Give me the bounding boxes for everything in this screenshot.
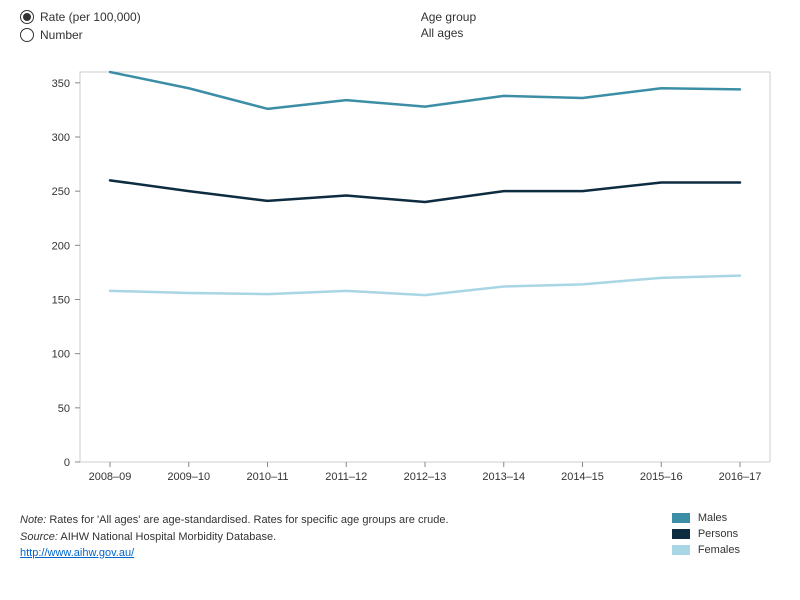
svg-text:300: 300 [52,132,70,144]
svg-text:250: 250 [52,186,70,198]
footer: Note: Rates for 'All ages' are age-stand… [20,512,780,562]
source-link[interactable]: http://www.aihw.gov.au/ [20,547,134,559]
svg-text:2014–15: 2014–15 [561,471,604,483]
svg-text:50: 50 [58,403,70,415]
legend-item-males: Males [672,512,740,524]
note-label: Note: [20,514,46,526]
filter-value: All ages [421,26,476,40]
source-label: Source: [20,531,58,543]
radio-label: Number [40,28,83,42]
age-group-filter[interactable]: Age group All ages [421,10,476,42]
filter-label: Age group [421,10,476,24]
chart-svg: 0 50 100 150 200 250 300 350 2008–09 2009–10 2010–… [20,62,780,502]
svg-text:2012–13: 2012–13 [404,471,447,483]
legend-swatch [672,513,690,523]
radio-icon [20,10,34,24]
svg-text:2013–14: 2013–14 [482,471,525,483]
line-chart: 0 50 100 150 200 250 300 350 2008–09 2009–10 2010–… [20,62,780,502]
legend-label: Males [698,512,727,524]
radio-label: Rate (per 100,000) [40,10,141,24]
svg-text:2016–17: 2016–17 [719,471,762,483]
svg-text:0: 0 [64,457,70,469]
radio-icon [20,28,34,42]
radio-number[interactable]: Number [20,28,141,42]
source-text: AIHW National Hospital Morbidity Databas… [58,531,276,543]
legend-item-persons: Persons [672,528,740,540]
svg-text:2011–12: 2011–12 [325,471,367,483]
svg-text:200: 200 [52,240,70,252]
svg-text:100: 100 [52,349,70,361]
svg-text:2010–11: 2010–11 [246,471,288,483]
svg-text:2015–16: 2015–16 [640,471,683,483]
notes: Note: Rates for 'All ages' are age-stand… [20,512,449,562]
legend-swatch [672,529,690,539]
svg-text:350: 350 [52,78,70,90]
metric-radio-group: Rate (per 100,000) Number [20,10,141,42]
svg-text:2008–09: 2008–09 [89,471,132,483]
svg-text:2009–10: 2009–10 [167,471,210,483]
legend: Males Persons Females [672,512,780,562]
note-text: Rates for 'All ages' are age-standardise… [46,514,448,526]
radio-rate[interactable]: Rate (per 100,000) [20,10,141,24]
controls-bar: Rate (per 100,000) Number Age group All … [0,0,800,42]
legend-item-females: Females [672,544,740,556]
legend-label: Persons [698,528,738,540]
svg-text:150: 150 [52,295,70,307]
legend-label: Females [698,544,740,556]
legend-swatch [672,545,690,555]
